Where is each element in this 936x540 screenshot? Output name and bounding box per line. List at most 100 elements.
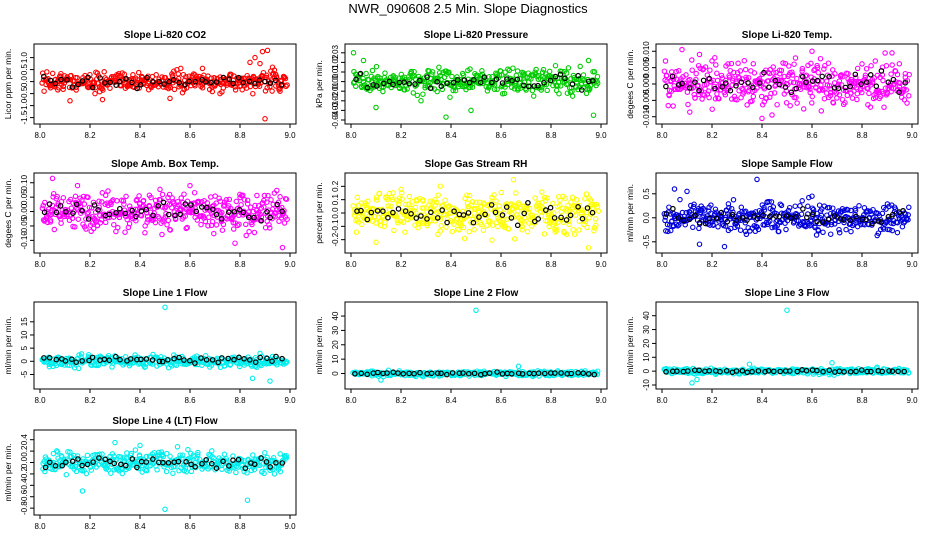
data-point	[442, 197, 448, 203]
data-point	[355, 219, 362, 225]
data-point-subset	[213, 211, 220, 218]
data-point-subset	[117, 205, 123, 212]
data-point	[896, 83, 903, 90]
series-points	[350, 176, 602, 251]
data-point	[107, 85, 113, 91]
data-point-subset	[202, 79, 209, 85]
x-tick-label: 8.4	[445, 396, 457, 405]
data-point	[252, 202, 258, 209]
data-point	[60, 86, 66, 93]
data-point	[674, 223, 681, 229]
data-point	[569, 93, 576, 99]
data-point	[439, 86, 446, 93]
y-tick-label: 0	[20, 359, 29, 364]
plot-frame	[33, 301, 297, 390]
panel-title: Slope Li-820 Pressure	[424, 30, 529, 41]
data-point	[401, 87, 408, 93]
data-point	[351, 212, 358, 218]
data-point	[510, 65, 516, 71]
data-point	[375, 75, 381, 81]
data-point	[456, 227, 462, 233]
data-point-subset	[819, 73, 826, 80]
data-point	[426, 68, 432, 74]
data-point	[162, 506, 168, 513]
data-point-subset	[41, 209, 48, 216]
data-point	[101, 69, 107, 75]
data-point-subset	[418, 213, 424, 219]
x-tick-label: 8.0	[345, 396, 357, 405]
data-point-subset	[107, 79, 114, 86]
data-point-subset	[558, 214, 564, 221]
x-tick-label: 8.0	[345, 260, 357, 269]
data-point-subset	[680, 217, 687, 224]
data-point-subset	[889, 211, 896, 218]
data-point	[100, 87, 106, 93]
data-point-subset	[858, 81, 865, 87]
data-point-subset	[686, 85, 693, 91]
data-point	[145, 216, 151, 223]
data-point	[822, 62, 828, 69]
data-point-subset	[503, 204, 510, 210]
data-point	[373, 63, 380, 70]
data-point	[845, 76, 851, 82]
data-point	[523, 87, 529, 93]
y-tick-label: -0.04	[331, 110, 340, 129]
data-point-subset	[890, 76, 897, 83]
y-tick-label: 10	[642, 352, 651, 361]
data-point-subset	[186, 78, 193, 85]
data-point-subset	[535, 216, 542, 222]
data-point-subset	[102, 80, 108, 86]
data-point	[776, 228, 782, 235]
data-point-subset	[161, 81, 167, 87]
data-point	[789, 72, 796, 78]
data-point	[390, 190, 396, 196]
data-point	[159, 231, 165, 238]
data-point	[888, 88, 894, 95]
panel-title: Slope Li-820 Temp.	[742, 30, 833, 41]
data-point	[544, 195, 550, 201]
panel-title: Slope Line 2 Flow	[434, 288, 519, 299]
data-point-subset	[847, 83, 853, 90]
x-tick-label: 8.0	[34, 260, 46, 269]
data-point	[587, 85, 593, 92]
data-point	[722, 223, 729, 229]
x-tick-label: 9.0	[595, 396, 607, 405]
y-tick-label: 30	[642, 325, 651, 334]
data-point	[196, 73, 202, 80]
data-point-subset	[73, 201, 80, 208]
data-point	[261, 204, 267, 210]
data-point	[88, 228, 94, 235]
data-point	[590, 112, 597, 118]
data-point	[751, 70, 758, 76]
data-point-subset	[504, 76, 510, 82]
data-point-subset	[79, 78, 86, 84]
data-point	[839, 208, 845, 215]
data-point	[446, 69, 452, 75]
data-point-subset	[885, 213, 892, 220]
data-point	[679, 46, 685, 53]
data-point-subset	[267, 214, 274, 221]
x-tick-label: 8.2	[84, 131, 96, 140]
data-point	[493, 198, 499, 204]
data-point	[808, 218, 815, 225]
data-point-subset	[226, 76, 233, 83]
data-point	[58, 220, 64, 226]
x-tick-label: 8.6	[184, 131, 196, 140]
data-point-subset	[793, 85, 800, 92]
data-point	[750, 61, 757, 67]
data-point	[283, 196, 290, 202]
data-point	[191, 189, 198, 196]
data-point	[519, 226, 525, 233]
data-point-subset	[767, 213, 774, 220]
data-point	[468, 107, 474, 114]
data-point	[241, 197, 248, 203]
data-point-subset	[155, 203, 162, 209]
data-point-subset	[520, 82, 527, 89]
data-point	[896, 61, 903, 67]
data-point	[576, 227, 582, 233]
data-point	[268, 197, 274, 203]
data-point-subset	[514, 76, 521, 83]
x-tick-label: 8.8	[234, 260, 246, 269]
data-point	[108, 201, 114, 208]
